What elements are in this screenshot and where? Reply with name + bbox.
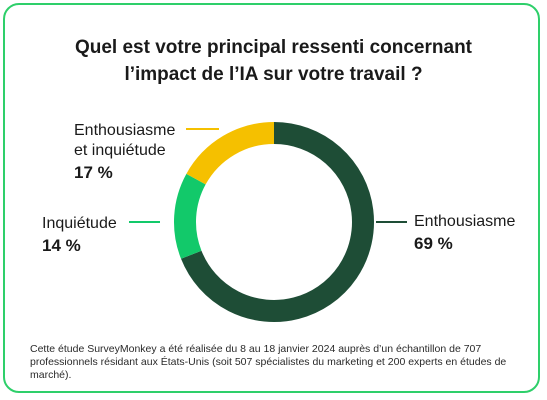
label-enthousiasme: Enthousiasme 69 % <box>414 212 515 254</box>
donut-slice-enthousiasme <box>181 122 374 322</box>
chart-title-line-2: l’impact de l’IA sur votre travail ? <box>124 64 423 85</box>
label-enthousiasme-name: Enthousiasme <box>414 213 516 230</box>
study-footnote: Cette étude SurveyMonkey a été réalisée … <box>30 343 507 381</box>
chart-title: Quel est votre principal ressenti concer… <box>0 34 547 88</box>
donut-slice-inquietude <box>174 173 206 259</box>
label-inquietude: Inquiétude 14 % <box>42 214 117 256</box>
label-inquietude-name: Inquiétude <box>42 215 117 232</box>
label-inquietude-value: 14 % <box>42 236 81 255</box>
donut-slice-enthousiasme-et-inquietude <box>186 122 275 185</box>
label-enthousiasme-et-inquietude: Enthousiasme et inquiétude 17 % <box>74 121 175 183</box>
label-enthousiasme-value: 69 % <box>414 234 453 253</box>
chart-card <box>3 3 540 393</box>
label-enthousiasme-et-inquietude-value: 17 % <box>74 163 113 182</box>
label-enthousiasme-et-inquietude-line-1: Enthousiasme <box>74 122 176 139</box>
label-enthousiasme-et-inquietude-line-2: et inquiétude <box>74 142 166 159</box>
chart-title-line-1: Quel est votre principal ressenti concer… <box>74 37 472 58</box>
